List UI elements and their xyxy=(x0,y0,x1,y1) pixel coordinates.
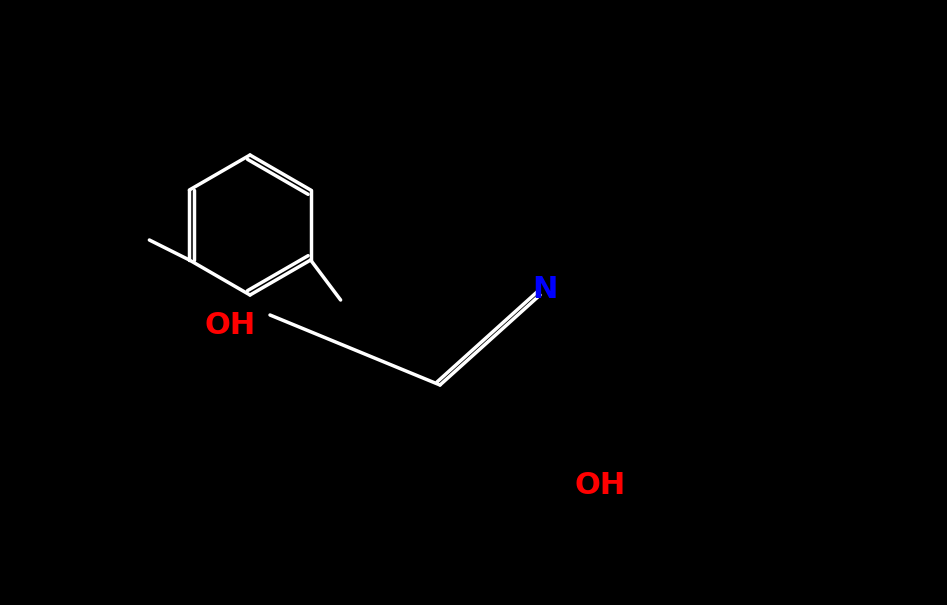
Text: OH: OH xyxy=(575,471,626,500)
Text: OH: OH xyxy=(205,310,256,339)
Text: N: N xyxy=(532,275,558,304)
